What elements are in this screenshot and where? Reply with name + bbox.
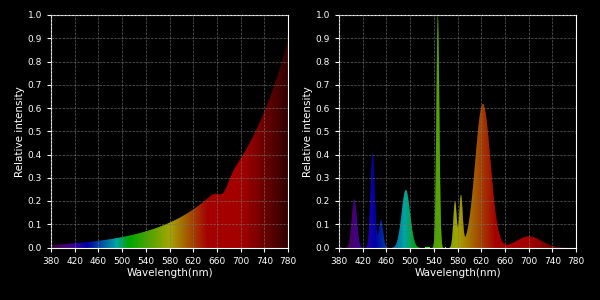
X-axis label: Wavelength(nm): Wavelength(nm) xyxy=(126,268,213,278)
X-axis label: Wavelength(nm): Wavelength(nm) xyxy=(414,268,501,278)
Y-axis label: Relative intensity: Relative intensity xyxy=(15,86,25,177)
Y-axis label: Relative intensity: Relative intensity xyxy=(303,86,313,177)
